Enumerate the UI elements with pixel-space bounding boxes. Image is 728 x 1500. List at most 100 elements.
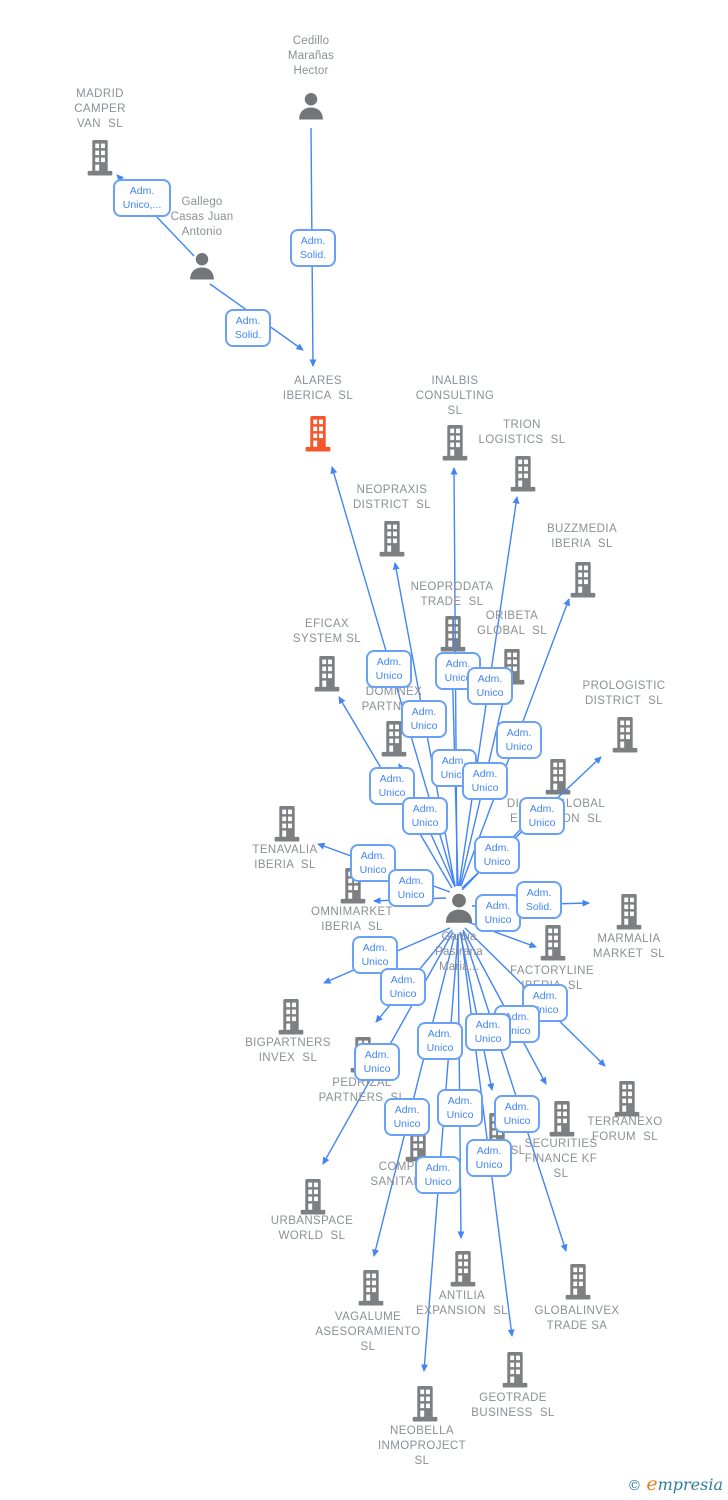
person-label-gallego-casas-juan-antonio: Gallego Casas Juan Antonio [171, 195, 234, 240]
relation-label[interactable]: Adm. Unico [466, 1139, 512, 1177]
company-neobella-inmoproject-sl[interactable] [411, 1386, 440, 1423]
relation-label[interactable]: Adm. Unico [366, 650, 412, 688]
company-label-urbanspace-world-sl: URBANSPACE WORLD SL [271, 1214, 353, 1244]
company-label-line: CAMPER [74, 103, 126, 115]
person-label-line: Cedillo [292, 35, 330, 47]
relation-label-line: Unico [476, 687, 504, 699]
company-neopraxis-district-sl[interactable] [378, 521, 407, 558]
relation-label[interactable]: Adm. Unico [352, 936, 398, 974]
relation-label[interactable]: Adm. Unico [354, 1043, 400, 1081]
relation-label[interactable]: Adm. Unico [475, 894, 521, 932]
company-neoprodata-trade-sl[interactable] [439, 616, 468, 653]
relation-label-line: Unico [474, 1033, 502, 1045]
relation-label-line: Unico [446, 1109, 474, 1121]
company-label-line: NEOBELLA [390, 1425, 454, 1437]
company-madrid-camper-van-sl[interactable] [86, 140, 115, 177]
relation-label[interactable]: Adm. Unico [474, 836, 520, 874]
company-urbanspace-world-sl[interactable] [299, 1179, 328, 1216]
edge [372, 933, 456, 1257]
company-trion-logistics-sl[interactable] [509, 456, 538, 493]
building-icon [378, 521, 407, 562]
company-label-inalbis-consulting-sl: INALBIS CONSULTING SL [416, 374, 495, 419]
company-label-line: SL [553, 1168, 569, 1180]
company-securities-finance-kf-sl[interactable] [548, 1101, 577, 1138]
company-label-line: FINANCE KF [524, 1153, 598, 1165]
edge [459, 931, 495, 1091]
company-label-line: EXPANSION SL [416, 1305, 508, 1317]
relation-label-line: Unico [440, 769, 468, 781]
relation-label[interactable]: Adm. Unico [402, 797, 448, 835]
company-geotrade-business-sl[interactable] [501, 1352, 530, 1389]
relation-label-line: Adm. [360, 850, 386, 862]
relation-label[interactable]: Adm. Unico [417, 1022, 463, 1060]
company-label-trion-logistics-sl: TRION LOGISTICS SL [478, 418, 565, 448]
relation-label[interactable]: Adm. Solid. [225, 309, 271, 347]
company-label-bigpartners-invex-sl: BIGPARTNERS INVEX SL [245, 1036, 331, 1066]
relation-label[interactable]: Adm. Solid. [290, 229, 336, 267]
relation-label[interactable]: Adm. Unico [465, 1013, 511, 1051]
company-tenavalia-iberia-sl[interactable] [273, 806, 302, 843]
relation-label[interactable]: Adm. Unico [384, 1098, 430, 1136]
company-label-line: VAN SL [76, 118, 124, 130]
relation-label[interactable]: Adm. Unico [415, 1156, 461, 1194]
relation-label[interactable]: Adm. Unico [435, 652, 481, 690]
relation-label[interactable]: Adm. Solid. [516, 881, 562, 919]
relation-label[interactable]: Adm. Unico [496, 721, 542, 759]
company-label-securities-finance-kf-sl: SECURITIES FINANCE KF SL [524, 1137, 597, 1182]
relation-label-line: Adm. [362, 942, 388, 954]
relation-label[interactable]: Adm. Unico [437, 1089, 483, 1127]
company-label-madrid-camper-van-sl: MADRID CAMPER VAN SL [74, 87, 126, 132]
company-antilia-expansion-sl[interactable] [449, 1251, 478, 1288]
brand-letter: e [646, 1473, 658, 1495]
empresia-logo[interactable]: © empresia [627, 1473, 723, 1495]
company-label-line: EFICAX [305, 618, 349, 630]
building-icon [449, 1251, 478, 1292]
person-garcia-pastrana-maria[interactable] [443, 893, 476, 923]
relation-label-line: Unico [361, 956, 389, 968]
company-factoryline-iberia-sl[interactable] [539, 925, 568, 962]
relation-label[interactable]: Adm. Unico [380, 968, 426, 1006]
relation-label[interactable]: Adm. Unico [519, 797, 565, 835]
relation-label-line: Adm. [412, 803, 438, 815]
company-label-line: GLOBAL SL [476, 625, 548, 637]
company-inalbis-consulting-sl[interactable] [441, 425, 470, 462]
company-globalinvex-trade-sa[interactable] [564, 1264, 593, 1301]
relation-label[interactable]: Adm. Unico [369, 767, 415, 805]
edge [421, 933, 459, 1372]
company-marmalia-market-sl[interactable] [615, 894, 644, 931]
person-cedillo-maronas-hector[interactable] [296, 92, 326, 120]
relation-label-line: Unico [444, 672, 472, 684]
relation-label-line: Adm. [394, 1104, 420, 1116]
company-label-prologistic-district-sl: PROLOGISTIC DISTRICT SL [583, 679, 666, 709]
relation-label[interactable]: Adm. Unico [401, 700, 447, 738]
relation-label-line: Adm. [427, 1028, 453, 1040]
person-gallego-casas-juan-antonio[interactable] [187, 252, 217, 280]
copyright-icon: © [627, 1478, 642, 1494]
company-eficax-system-sl[interactable] [313, 656, 342, 693]
relation-label-line: Solid. [299, 249, 327, 261]
company-label-neopraxis-district-sl: NEOPRAXIS DISTRICT SL [353, 483, 431, 513]
company-label-line: INMOPROJECT [377, 1440, 467, 1452]
person-label-line: Hector [293, 65, 329, 77]
company-vagalume-asesoramiento-sl[interactable] [357, 1270, 386, 1307]
company-buzzmedia-iberia-sl[interactable] [569, 562, 598, 599]
relation-label[interactable]: Adm. Unico,... [113, 179, 171, 217]
edge [460, 932, 515, 1337]
relation-label[interactable]: Adm. Unico [388, 869, 434, 907]
company-terranexo-forum-sl[interactable] [613, 1081, 642, 1118]
relation-label[interactable]: Adm. Unico [494, 1095, 540, 1133]
company-prologistic-district-sl[interactable] [611, 717, 640, 754]
company-label-line: INALBIS [431, 375, 479, 387]
company-dominex-partners[interactable] [380, 721, 409, 758]
company-bigpartners-invex-sl[interactable] [277, 999, 306, 1036]
company-alares-iberica-sl[interactable] [304, 416, 333, 453]
relation-label-line: Unico [410, 720, 438, 732]
company-label-line: TRADE SA [546, 1320, 608, 1332]
building-icon [509, 456, 538, 497]
building-icon [441, 425, 470, 466]
person-label-line: Casas Juan [170, 211, 234, 223]
relation-label[interactable]: Adm. Unico [462, 762, 508, 800]
relation-label-line: Adm. [398, 875, 424, 887]
person-label-line: Maria... [439, 961, 479, 973]
relation-label[interactable]: Adm. Unico [467, 667, 513, 705]
